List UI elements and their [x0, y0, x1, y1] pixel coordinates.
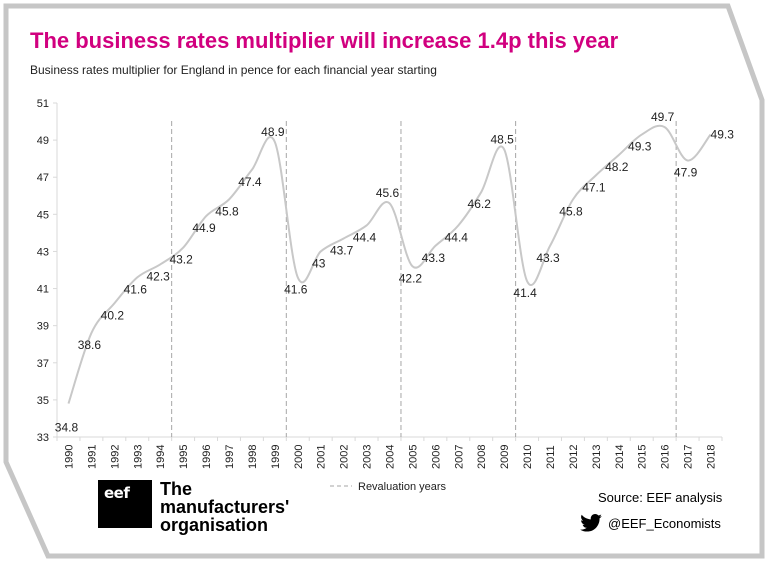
data-label: 44.9: [192, 221, 216, 235]
x-tick-label: 2012: [568, 445, 580, 469]
org-name-line2: manufacturers': [160, 497, 290, 517]
y-tick-label: 33: [37, 432, 49, 444]
chart-axes: [53, 102, 723, 441]
x-tick-label: 2008: [476, 445, 488, 469]
data-label: 45.8: [559, 204, 583, 218]
x-tick-label: 2017: [683, 445, 695, 469]
data-label: 41.4: [513, 286, 537, 300]
x-tick-label: 2003: [362, 445, 374, 469]
y-tick-label: 43: [37, 246, 49, 258]
data-label: 47.4: [238, 175, 262, 189]
revaluation-lines: [171, 121, 677, 437]
x-tick-label: 2018: [706, 445, 718, 469]
organisation-name: The manufacturers' organisation: [160, 480, 340, 534]
x-tick-label: 1998: [247, 445, 259, 469]
x-tick-label: 1994: [155, 445, 167, 469]
data-label: 47.9: [674, 166, 698, 180]
data-labels: 34.838.640.241.642.343.244.945.847.448.9…: [55, 110, 734, 434]
org-name-line3: organisation: [160, 515, 269, 535]
data-label: 48.9: [261, 125, 285, 139]
x-tick-label: 2013: [591, 445, 603, 469]
data-label: 48.2: [605, 160, 629, 174]
x-tick-label: 1996: [201, 445, 213, 469]
x-tick-label: 2005: [407, 445, 419, 469]
x-tick-label: 2010: [522, 445, 534, 469]
x-tick-label: 2015: [637, 445, 649, 469]
x-tick-label: 1990: [63, 445, 75, 469]
x-tick-label: 2006: [430, 445, 442, 469]
x-tick-labels: 1990 1991 1992 1993 1994 1995 1996 1997 1998 1999…: [63, 445, 717, 469]
data-label: 49.3: [711, 128, 735, 142]
y-tick-labels: 33 35 37 39 41 43 45 47 49 51: [37, 98, 49, 444]
twitter-bird-icon: [580, 514, 602, 532]
data-label: 41.6: [284, 282, 308, 296]
y-tick-label: 41: [37, 284, 49, 296]
x-tick-label: 1991: [86, 445, 98, 469]
x-tick-label: 2011: [545, 445, 557, 469]
twitter-link[interactable]: @EEF_Economists: [580, 514, 721, 532]
data-label: 43.3: [536, 251, 560, 265]
data-label: 45.6: [376, 186, 400, 200]
series-line: [67, 124, 712, 404]
org-name-line1: The: [160, 479, 193, 499]
data-label: 48.5: [490, 132, 514, 146]
data-label: 49.7: [651, 110, 675, 124]
x-tick-label: 1993: [132, 445, 144, 469]
x-tick-label: 2001: [316, 445, 328, 469]
x-tick-label: 2004: [385, 445, 397, 469]
data-label: 40.2: [101, 308, 125, 322]
x-tick-label: 2016: [660, 445, 672, 469]
data-label: 41.6: [124, 282, 148, 296]
data-label: 43.2: [169, 253, 193, 267]
x-tick-label: 2007: [453, 445, 465, 469]
x-tick-label: 1999: [270, 445, 282, 469]
y-tick-label: 39: [37, 321, 49, 333]
x-tick-label: 1992: [109, 445, 121, 469]
data-label: 38.6: [78, 338, 102, 352]
data-label: 34.8: [55, 421, 79, 435]
source-note: Source: EEF analysis: [598, 490, 723, 505]
x-tick-label: 2009: [499, 445, 511, 469]
data-label: 49.3: [628, 140, 652, 154]
legend-label: Revaluation years: [358, 481, 447, 493]
chart-subtitle: Business rates multiplier for England in…: [30, 63, 437, 77]
twitter-handle: @EEF_Economists: [608, 515, 721, 531]
y-tick-label: 37: [37, 358, 49, 370]
data-label: 43.7: [330, 243, 354, 257]
y-tick-label: 49: [37, 135, 49, 147]
y-tick-label: 35: [37, 395, 49, 407]
data-label: 46.2: [468, 197, 492, 211]
chart-title: The business rates multiplier will incre…: [30, 28, 619, 53]
data-label: 47.1: [582, 180, 606, 194]
data-label: 43.3: [422, 251, 446, 265]
x-tick-label: 2002: [339, 445, 351, 469]
eef-logo-text: eef: [104, 484, 130, 502]
x-tick-label: 1995: [178, 445, 190, 469]
data-label: 42.3: [147, 269, 171, 283]
data-label: 42.2: [399, 271, 423, 285]
x-tick-label: 1997: [224, 445, 236, 469]
x-tick-label: 2000: [293, 445, 305, 469]
eef-logo: [98, 480, 152, 528]
y-tick-label: 45: [37, 209, 49, 221]
data-label: 43: [312, 256, 326, 270]
data-label: 44.4: [445, 230, 469, 244]
chart-legend: Revaluation years: [330, 481, 447, 493]
y-tick-label: 47: [37, 172, 49, 184]
x-tick-label: 2014: [614, 445, 626, 469]
y-tick-label: 51: [37, 98, 49, 110]
data-label: 45.8: [215, 204, 239, 218]
data-label: 44.4: [353, 230, 377, 244]
